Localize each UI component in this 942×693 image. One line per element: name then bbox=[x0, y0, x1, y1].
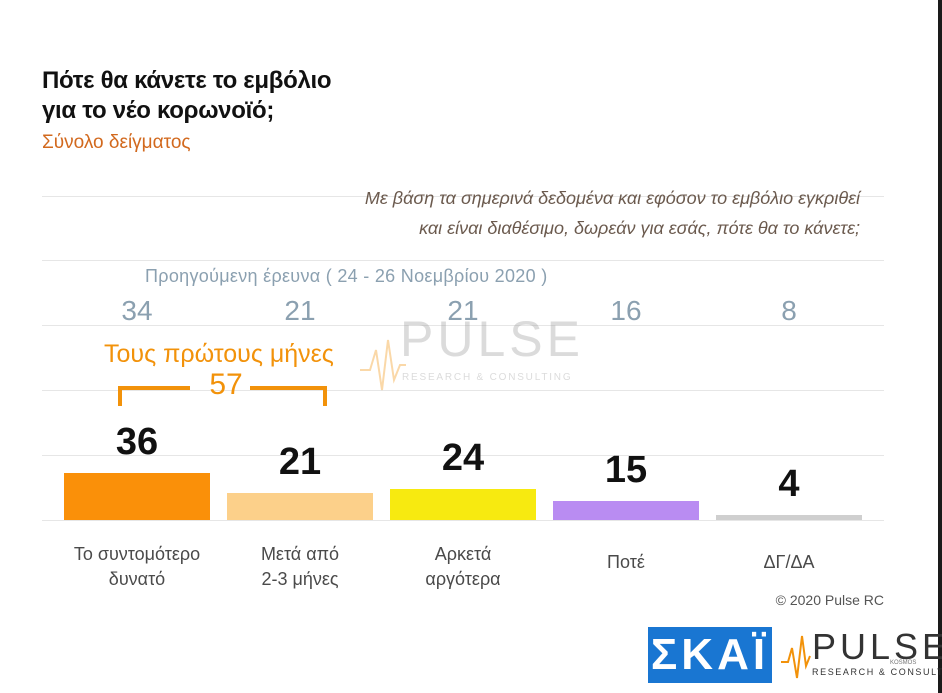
pulse-kosmos: KOSMOS bbox=[890, 660, 917, 666]
category-label-line: ΔΓ/ΔΑ bbox=[763, 552, 815, 572]
title-line-1: Πότε θα κάνετε το εμβόλιο bbox=[42, 67, 332, 94]
baseline bbox=[42, 520, 884, 521]
bar bbox=[716, 514, 862, 520]
category-label: Αρκετά αργότερα bbox=[383, 542, 543, 592]
category-label-line: Το συντομότερο bbox=[73, 544, 201, 564]
window-right-border bbox=[938, 0, 942, 693]
category-label-line: αργότερα bbox=[425, 569, 501, 589]
grid-line bbox=[42, 325, 884, 326]
bar-value-label: 15 bbox=[604, 448, 648, 491]
chart-title: Πότε θα κάνετε το εμβόλιο για το νέο κορ… bbox=[42, 66, 332, 126]
grid-line bbox=[42, 260, 884, 261]
previous-value: 21 bbox=[284, 295, 316, 326]
bar-value-label: 36 bbox=[115, 421, 159, 464]
pulse-logo: PULSE KOSMOS RESEARCH & CONSULTING bbox=[780, 624, 942, 684]
question-line-1: Με βάση τα σημερινά δεδομένα και εφόσον … bbox=[364, 188, 860, 208]
category-label: Μετά από 2-3 μήνες bbox=[220, 542, 380, 592]
grid-line bbox=[42, 390, 884, 391]
chart-subtitle: Σύνολο δείγματος bbox=[42, 132, 191, 153]
title-line-2: για το νέο κορωνοϊό; bbox=[42, 97, 275, 124]
copyright: © 2020 Pulse RC bbox=[775, 592, 884, 608]
previous-value: 8 bbox=[781, 295, 797, 326]
bar bbox=[64, 473, 210, 520]
bar bbox=[553, 500, 699, 520]
grid-line bbox=[42, 196, 884, 197]
previous-survey-label: Προηγούμενη έρευνα ( 24 - 26 Νοεμβρίου 2… bbox=[145, 266, 548, 286]
bracket-label: Τους πρώτους μήνες bbox=[104, 340, 334, 368]
previous-value: 21 bbox=[447, 295, 479, 326]
bar bbox=[227, 492, 373, 520]
survey-question: Με βάση τα σημερινά δεδομένα και εφόσον … bbox=[260, 183, 860, 243]
bar bbox=[390, 488, 536, 520]
bar-value-label: 24 bbox=[441, 436, 485, 479]
category-label-line: Μετά από bbox=[260, 544, 340, 564]
question-line-2: και είναι διαθέσιμο, δωρεάν για εσάς, πό… bbox=[419, 218, 860, 238]
watermark-text: PULSE bbox=[400, 311, 584, 367]
pulse-wave-icon bbox=[781, 635, 811, 679]
bracket-value: 57 bbox=[209, 368, 243, 401]
pulse-watermark: PULSE RESEARCH & CONSULTING bbox=[358, 310, 580, 400]
pulse-logo-tagline: RESEARCH & CONSULTING bbox=[812, 667, 942, 677]
category-label: ΔΓ/ΔΑ bbox=[709, 550, 869, 575]
pulse-wave-icon bbox=[360, 339, 406, 391]
bracket-lines bbox=[118, 386, 327, 406]
bar-value-label: 21 bbox=[278, 440, 322, 483]
category-label-line: Αρκετά bbox=[434, 544, 492, 564]
watermark-tagline: RESEARCH & CONSULTING bbox=[402, 372, 573, 383]
skai-logo: ΣΚΑΪ bbox=[648, 627, 772, 683]
category-label-line: Ποτέ bbox=[607, 552, 645, 572]
pulse-logo-text: PULSE bbox=[812, 626, 942, 667]
category-label: Ποτέ bbox=[546, 550, 706, 575]
category-label-line: 2-3 μήνες bbox=[261, 569, 339, 589]
category-label: Το συντομότερο δυνατό bbox=[57, 542, 217, 592]
grid-line bbox=[42, 455, 884, 456]
previous-value: 34 bbox=[121, 295, 153, 326]
bar-value-label: 4 bbox=[778, 462, 800, 505]
category-label-line: δυνατό bbox=[108, 569, 166, 589]
previous-value: 16 bbox=[610, 295, 642, 326]
